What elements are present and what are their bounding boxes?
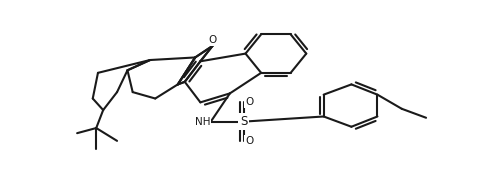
- Text: S: S: [240, 115, 248, 128]
- Text: O: O: [246, 97, 253, 107]
- Text: NH: NH: [194, 117, 210, 127]
- Text: O: O: [208, 35, 217, 45]
- Text: O: O: [246, 136, 253, 146]
